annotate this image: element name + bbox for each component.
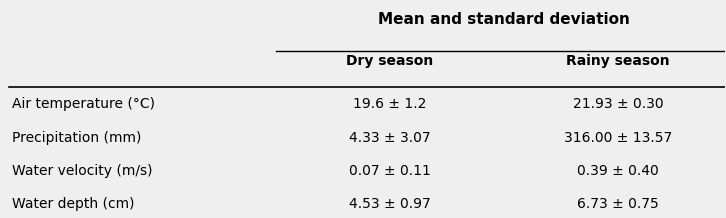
Text: 19.6 ± 1.2: 19.6 ± 1.2: [354, 97, 427, 111]
Text: Precipitation (mm): Precipitation (mm): [12, 131, 142, 145]
Text: 4.53 ± 0.97: 4.53 ± 0.97: [349, 197, 431, 211]
Text: 21.93 ± 0.30: 21.93 ± 0.30: [573, 97, 664, 111]
Text: Water velocity (m/s): Water velocity (m/s): [12, 164, 152, 178]
Text: 4.33 ± 3.07: 4.33 ± 3.07: [349, 131, 431, 145]
Text: Rainy season: Rainy season: [566, 54, 670, 68]
Text: Water depth (cm): Water depth (cm): [12, 197, 135, 211]
Text: 0.07 ± 0.11: 0.07 ± 0.11: [349, 164, 431, 178]
Text: Mean and standard deviation: Mean and standard deviation: [378, 12, 630, 27]
Text: Air temperature (°C): Air temperature (°C): [12, 97, 155, 111]
Text: 0.39 ± 0.40: 0.39 ± 0.40: [577, 164, 658, 178]
Text: Dry season: Dry season: [346, 54, 433, 68]
Text: 316.00 ± 13.57: 316.00 ± 13.57: [564, 131, 672, 145]
Text: 6.73 ± 0.75: 6.73 ± 0.75: [577, 197, 658, 211]
